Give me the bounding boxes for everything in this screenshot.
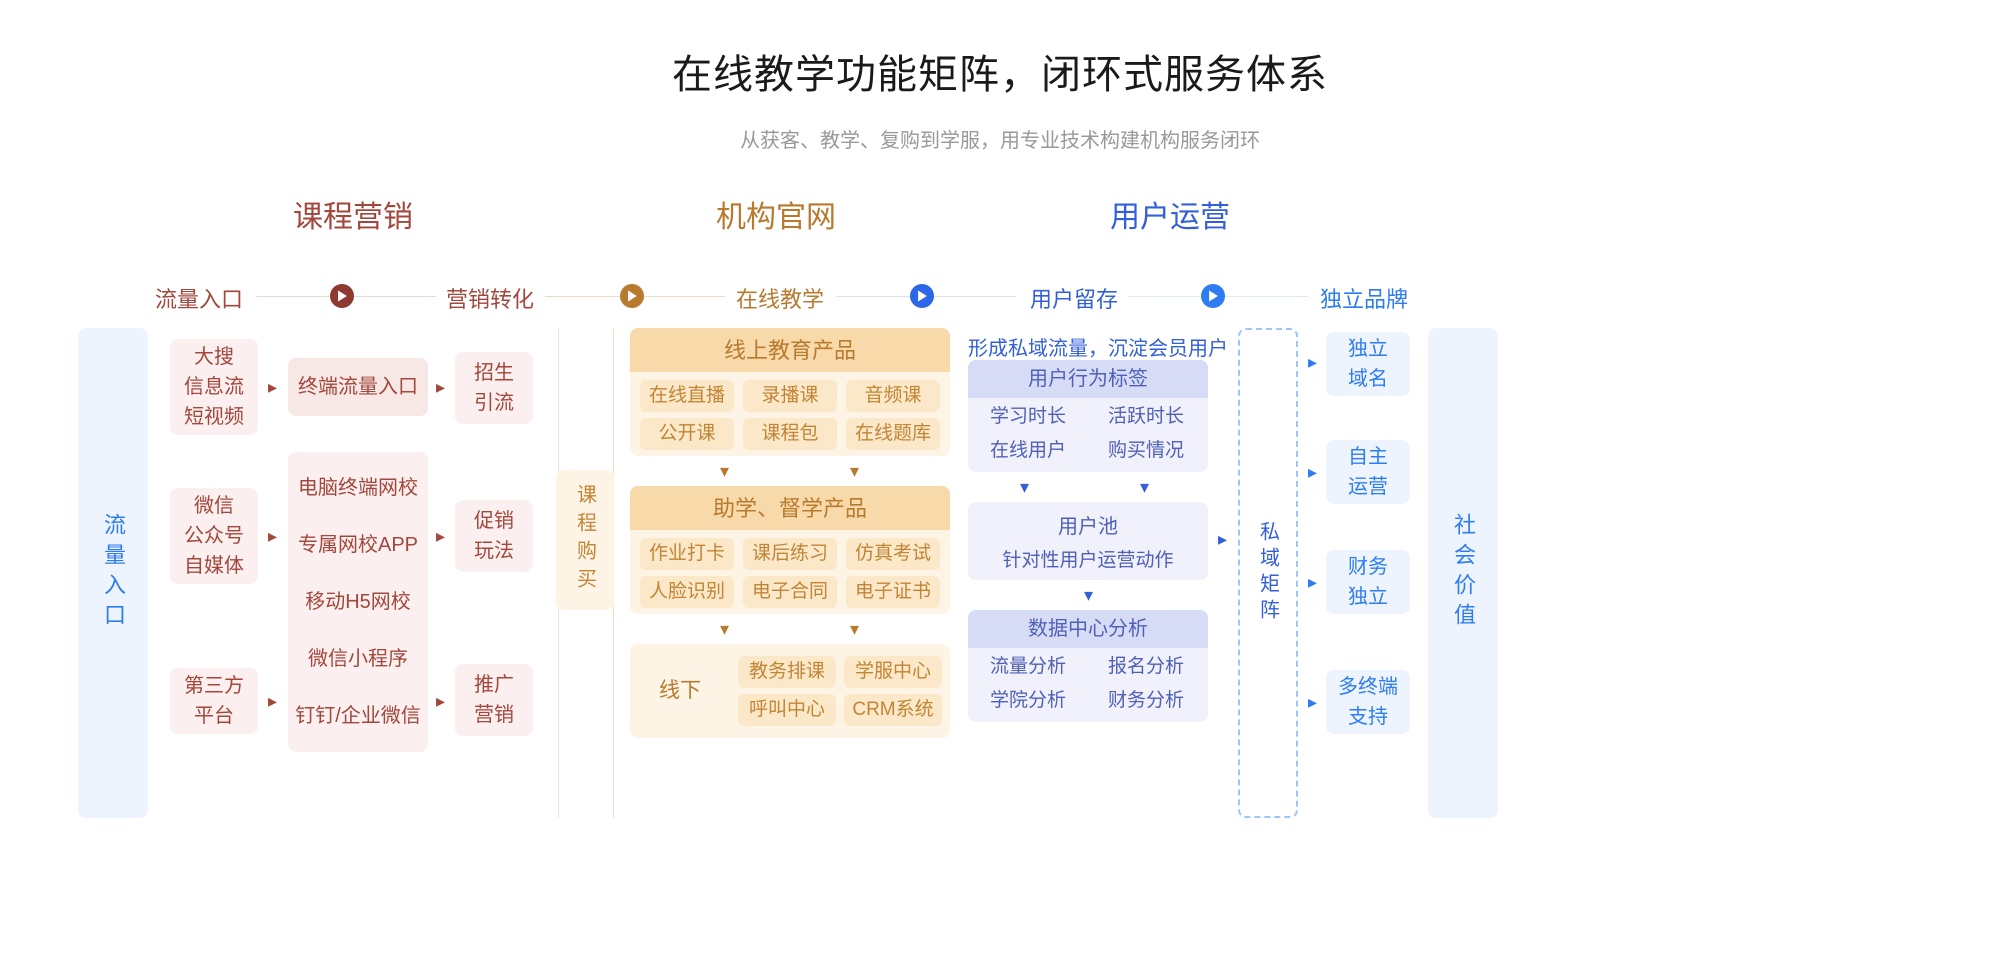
blue-item: 流量分析: [978, 652, 1078, 682]
source-box: 微信 公众号 自媒体: [170, 488, 258, 584]
terminal-item: 专属网校APP: [298, 530, 418, 560]
blue-item: 财务分析: [1096, 686, 1196, 716]
label: 财务 独立: [1348, 552, 1388, 612]
blue-item: 活跃时长: [1096, 402, 1196, 432]
caret-icon: [720, 462, 729, 480]
caret-icon: [436, 527, 445, 545]
caret-icon: [1140, 478, 1149, 496]
orange-chip: 电子证书: [846, 576, 940, 608]
stage-operations: 用户运营: [1110, 192, 1230, 236]
label: 促销 玩法: [474, 506, 514, 566]
blue-sec1-header: 用户行为标签: [968, 360, 1208, 398]
arrow-icon: [620, 284, 644, 308]
caret-icon: [268, 692, 277, 710]
sub-traffic: 流量入口: [155, 282, 243, 314]
blue-sec2-sub: 针对性用户运营动作: [1002, 545, 1173, 572]
orange-chip: 人脸识别: [640, 576, 734, 608]
orange-chip: 在线直播: [640, 380, 734, 412]
caret-icon: [1084, 586, 1093, 604]
orange-chip: 仿真考试: [846, 538, 940, 570]
orange-chip: CRM系统: [844, 694, 942, 726]
sub-convert: 营销转化: [446, 282, 534, 314]
left-column: 流量入口: [78, 328, 148, 818]
terminal-item: 电脑终端网校: [298, 473, 418, 503]
terminal-item: 钉钉/企业微信: [295, 701, 421, 731]
orange-chip: 课程包: [743, 418, 837, 450]
terminal-header: 终端流量入口: [288, 358, 428, 416]
orange-chip: 作业打卡: [640, 538, 734, 570]
private-domain-label: 私域矩阵: [1254, 521, 1283, 625]
orange-chip: 公开课: [640, 418, 734, 450]
blue-sec2-header: 用户池: [1058, 510, 1118, 539]
subtitle: 从获客、教学、复购到学服，用专业技术构建机构服务闭环: [0, 124, 2000, 153]
terminal-item: 微信小程序: [308, 644, 408, 674]
stage-website: 机构官网: [716, 192, 836, 236]
orange-sec3-header: 线下: [630, 644, 730, 738]
caret-icon: [1020, 478, 1029, 496]
blue-item: 购买情况: [1096, 436, 1196, 466]
terminals-container: 电脑终端网校 专属网校APP 移动H5网校 微信小程序 钉钉/企业微信: [288, 452, 428, 752]
sub-teach: 在线教学: [736, 282, 824, 314]
orange-chip: 学服中心: [844, 656, 942, 688]
blue-sec2: 用户池 针对性用户运营动作: [968, 502, 1208, 580]
sub-retain: 用户留存: [1030, 282, 1118, 314]
label: 大搜 信息流 短视频: [184, 342, 244, 432]
orange-chip: 录播课: [743, 380, 837, 412]
caret-icon: [1308, 573, 1317, 591]
label: 自主 运营: [1348, 442, 1388, 502]
caret-icon: [1308, 693, 1317, 711]
blue-item: 在线用户: [978, 436, 1078, 466]
caret-icon: [436, 692, 445, 710]
caret-icon: [850, 462, 859, 480]
brand-item: 多终端 支持: [1326, 670, 1410, 734]
blue-item: 学院分析: [978, 686, 1078, 716]
blue-item: 报名分析: [1096, 652, 1196, 682]
private-domain-box: 私域矩阵: [1238, 328, 1298, 818]
sub-brand: 独立品牌: [1320, 282, 1408, 314]
brand-item: 自主 运营: [1326, 440, 1410, 504]
blue-item: 学习时长: [978, 402, 1078, 432]
caret-icon: [1308, 353, 1317, 371]
arrow-icon: [330, 284, 354, 308]
label: 独立 域名: [1348, 334, 1388, 394]
caret-icon: [1308, 463, 1317, 481]
brand-item: 财务 独立: [1326, 550, 1410, 614]
orange-chip: 课后练习: [743, 538, 837, 570]
arrow-icon: [910, 284, 934, 308]
label: 第三方 平台: [184, 671, 244, 731]
convert-box: 推广 营销: [455, 664, 533, 736]
arrow-icon: [1201, 284, 1225, 308]
terminal-item: 移动H5网校: [305, 587, 411, 617]
orange-sec2-header: 助学、督学产品: [630, 486, 950, 530]
sub-headers-row: 流量入口 营销转化 在线教学 用户留存 独立品牌: [0, 282, 2000, 312]
caret-icon: [268, 378, 277, 396]
caret-icon: [268, 527, 277, 545]
caret-icon: [850, 620, 859, 638]
orange-chip: 电子合同: [743, 576, 837, 608]
main-title: 在线教学功能矩阵，闭环式服务体系: [0, 0, 2000, 100]
orange-chip: 在线题库: [846, 418, 940, 450]
convert-box: 促销 玩法: [455, 500, 533, 572]
source-box: 第三方 平台: [170, 668, 258, 734]
blue-note: 形成私域流量，沉淀会员用户: [968, 332, 1228, 361]
caret-icon: [436, 378, 445, 396]
label: 多终端 支持: [1338, 672, 1398, 732]
label: 微信 公众号 自媒体: [184, 491, 244, 581]
orange-chip: 教务排课: [738, 656, 836, 688]
orange-chip: 音频课: [846, 380, 940, 412]
orange-chip: 呼叫中心: [738, 694, 836, 726]
label: 推广 营销: [474, 670, 514, 730]
label: 招生 引流: [474, 358, 514, 418]
caret-icon: [720, 620, 729, 638]
caret-icon: [1218, 530, 1227, 548]
orange-sec1-header: 线上教育产品: [630, 328, 950, 372]
brand-item: 独立 域名: [1326, 332, 1410, 396]
convert-box: 招生 引流: [455, 352, 533, 424]
source-box: 大搜 信息流 短视频: [170, 339, 258, 435]
blue-sec3-header: 数据中心分析: [968, 610, 1208, 648]
stage-marketing: 课程营销: [293, 192, 413, 236]
mid-column: 课程购买: [556, 470, 614, 610]
right-column: 社会价值: [1428, 328, 1498, 818]
